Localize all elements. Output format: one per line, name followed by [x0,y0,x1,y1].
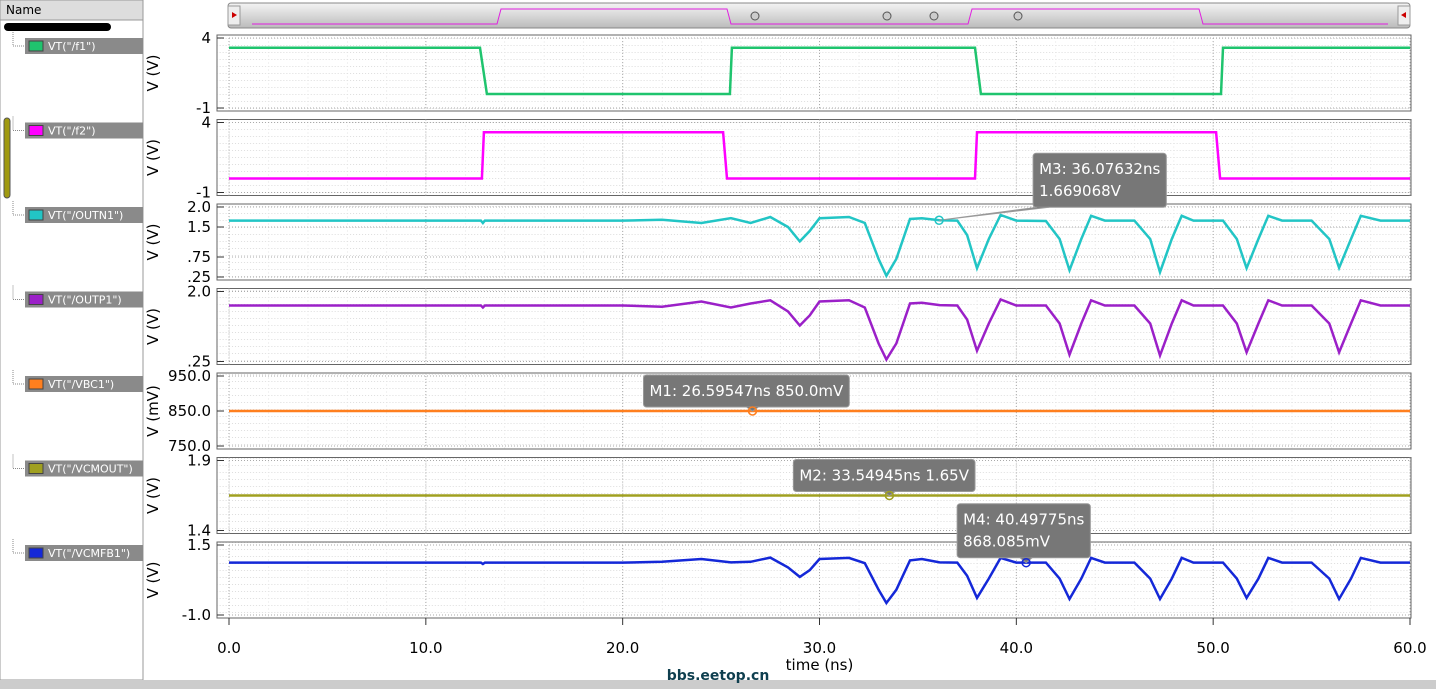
tree-connector [12,201,24,216]
legend-label: VT("/f1") [48,40,96,53]
marker-annotation: M2: 33.54945ns 1.65V [792,459,976,497]
plot-frame [216,203,1412,281]
annotation-text: M3: 36.07632ns [1039,160,1160,178]
legend-swatch [28,463,44,474]
legend-box [25,207,143,223]
legend-box [25,545,143,561]
waveform [229,297,1410,363]
y-axis-label: V (V) [144,308,162,345]
y-axis-label: V (V) [144,139,162,176]
waveform [229,46,1410,96]
name-header-text: Name [6,3,41,17]
plot-frame [216,119,1412,196]
legend-swatch [28,378,44,390]
y-tick-label: .25 [187,353,211,371]
tree-connector [12,454,24,469]
legend-swatch [28,294,44,305]
plot-frame [216,34,1412,112]
tree-connector [12,116,24,131]
y-tick-label: 1.5 [187,536,211,554]
legend-box [25,460,143,477]
legend-label: VT("/VCMFB1") [48,547,130,560]
scroll-thumb[interactable] [4,23,111,31]
tree-connector [12,285,24,300]
waveform [229,131,1410,180]
annotation-text: M2: 33.54945ns 1.65V [799,467,969,485]
y-axis-label: V (V) [144,562,162,599]
marker-annotation: M4: 40.49775ns 868.085mV [956,503,1091,564]
legend-box [25,122,143,139]
status-bar [0,680,1436,689]
annotation-text: M1: 26.59547ns 850.0mV [649,382,844,400]
y-axis-label: V (mV) [144,385,162,437]
overview-markers [750,11,1023,21]
y-tick-label: 1.5 [187,218,211,236]
annotation-pointer [1019,557,1033,564]
y-tick-label: 1.9 [187,452,211,470]
y-tick-label: 1.4 [187,522,211,540]
y-tick-label: 950.0 [168,367,211,385]
y-tick-label: -1 [196,184,211,202]
annotation-box [642,374,850,408]
waveform [229,213,1410,279]
x-tick-label: 20.0 [606,639,639,657]
y-tick-label: .25 [187,268,211,286]
marker-point [1021,557,1031,568]
x-tick-label: 40.0 [1000,639,1033,657]
overview-wave [252,8,1388,25]
name-panel [0,0,144,681]
y-tick-label: 2.0 [187,198,211,216]
y-tick-label: 4 [201,114,211,132]
vertical-scroll[interactable] [3,117,11,199]
tree-connector [12,32,24,47]
annotation-text: M4: 40.49775ns [963,511,1084,529]
x-axis-label: time (ns) [786,656,854,674]
x-tick-label: 0.0 [217,639,241,657]
plot-frame [216,541,1412,619]
plot-frame [216,288,1412,365]
legend-swatch [28,125,44,136]
x-tick-label: 30.0 [803,639,836,657]
y-axis-label: V (V) [144,477,162,514]
x-tick-label: 10.0 [409,639,442,657]
marker-annotation: M1: 26.59547ns 850.0mV [642,374,850,412]
name-header [0,0,144,21]
annotation-text: 868.085mV [963,533,1051,551]
legend-box [25,291,143,308]
y-tick-label: -1.0 [182,606,211,624]
legend-box [25,38,143,54]
tree-connector [12,539,24,554]
x-tick-label: 50.0 [1196,639,1229,657]
x-tick-label: 60.0 [1393,639,1426,657]
tree-connector [12,370,24,385]
annotation-box [1032,152,1167,208]
y-tick-label: .75 [187,248,211,266]
y-axis-label: V (V) [144,224,162,261]
y-tick-label: 750.0 [168,437,211,455]
y-tick-label: 4 [201,29,211,47]
legend-box [25,376,143,392]
annotation-text: 1.669068V [1039,182,1122,200]
legend-swatch [28,547,44,559]
marker-annotation: M3: 36.07632ns 1.669068V [939,152,1167,221]
y-tick-label: -1 [196,99,211,117]
marker-point [884,490,895,501]
y-axis-label: V (V) [144,55,162,92]
legend-label: VT("/VCMOUT") [48,463,133,476]
legend-swatch [28,40,44,52]
marker-point [747,406,758,416]
legend-label: VT("/OUTN1") [48,209,123,222]
legend-label: VT("/f2") [48,125,96,138]
y-tick-label: 850.0 [168,402,211,420]
legend-swatch [28,209,44,221]
legend-label: VT("/OUTP1") [48,294,122,307]
marker-point [934,215,944,225]
watermark: bbs.eetop.cn [667,668,770,684]
legend-label: VT("/VBC1") [48,378,114,391]
y-tick-label: 2.0 [187,283,211,301]
